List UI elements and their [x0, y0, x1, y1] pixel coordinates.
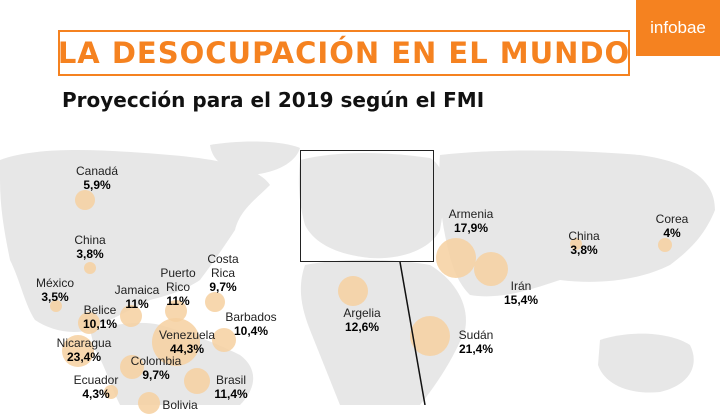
country-name: China [74, 233, 106, 247]
label-mexico: México 3,5% [36, 276, 74, 304]
north-america-landmass [0, 150, 270, 332]
country-name: Canadá [75, 164, 119, 178]
bubble-colombia [120, 355, 144, 379]
country-name: Jamaica [114, 283, 160, 297]
country-name: Nicaragua [56, 336, 112, 350]
australia-landmass [598, 333, 694, 393]
country-value: 9,7% [209, 280, 237, 294]
bubble-brasil [184, 368, 210, 394]
country-name: Sudán [458, 328, 494, 342]
country-name: Belice [83, 303, 117, 317]
label-china-na: China 3,8% [74, 233, 105, 261]
bubble-puerto-rico [165, 300, 187, 322]
bubble-canada [75, 190, 95, 210]
country-name: Colombia [130, 354, 182, 368]
label-argelia: Argelia 12,6% [343, 306, 380, 334]
label-china-asia: China 3,8% [568, 229, 599, 257]
bubble-mexico [50, 300, 62, 312]
infobae-logo: infobae [636, 0, 720, 56]
label-brasil: Brasil 11,4% [214, 373, 247, 401]
asia-landmass [439, 150, 715, 297]
country-name: Corea [655, 212, 689, 226]
label-belice: Belice 10,1% [83, 303, 117, 331]
country-name: China [568, 229, 600, 243]
country-name: Argelia [343, 306, 381, 320]
label-sudan: Sudán 21,4% [459, 328, 494, 356]
bubble-barbados [212, 328, 236, 352]
bubble-sudan [410, 316, 450, 356]
country-name: Venezuela [158, 328, 216, 342]
bubble-nicaragua [62, 335, 94, 367]
country-value: 23,4% [66, 350, 102, 364]
country-value: 11% [166, 294, 190, 308]
country-name: Puerto Rico [160, 266, 196, 294]
bubble-corea [658, 238, 672, 252]
country-value: 4% [663, 226, 681, 240]
bubble-china-na [84, 262, 96, 274]
europe-inset-box [300, 150, 434, 262]
europe-landmass [298, 153, 445, 259]
page-subtitle: Proyección para el 2019 según el FMI [62, 88, 485, 112]
inset-pointer-line [399, 261, 426, 405]
label-puerto-rico: Puerto Rico 11% [158, 266, 198, 308]
country-name: Costa Rica [207, 252, 239, 280]
label-canada: Canadá 5,9% [76, 164, 118, 192]
bubble-jamaica [120, 305, 142, 327]
country-value: 3,8% [76, 247, 104, 261]
country-name: Brasil [215, 373, 246, 387]
country-name: Armenia [448, 207, 494, 221]
label-venezuela: Venezuela 44,3% [159, 328, 215, 356]
label-iran: Irán 15,4% [504, 279, 538, 307]
label-corea: Corea 4% [656, 212, 689, 240]
country-value: 4,3% [82, 387, 110, 401]
country-value: 5,9% [83, 178, 111, 192]
country-value: 11,4% [214, 387, 248, 401]
country-name: México [35, 276, 75, 290]
country-value: 10,4% [233, 324, 269, 338]
label-barbados: Barbados 10,4% [225, 310, 276, 338]
country-name: Bolivia [162, 398, 198, 412]
country-value: 3,8% [570, 243, 598, 257]
country-name: Barbados [225, 310, 277, 324]
bubble-armenia [436, 238, 476, 278]
country-name: Ecuador [73, 373, 119, 387]
country-value: 3,5% [41, 290, 69, 304]
label-colombia: Colombia 9,7% [131, 354, 182, 382]
country-value: 10,1% [82, 317, 118, 331]
country-value: 44,3% [169, 342, 205, 356]
label-jamaica: Jamaica 11% [115, 283, 160, 311]
title-box: LA DESOCUPACIÓN EN EL MUNDO [58, 30, 630, 76]
label-nicaragua: Nicaragua 23,4% [57, 336, 112, 364]
bubble-iran [474, 252, 508, 286]
bubble-ecuador [104, 385, 118, 399]
bubble-argelia [338, 276, 368, 306]
logo-text: infobae [650, 18, 706, 37]
bubble-venezuela [152, 318, 200, 366]
country-name: Irán [510, 279, 532, 293]
bubble-costa-rica [205, 292, 225, 312]
page-title: LA DESOCUPACIÓN EN EL MUNDO [57, 36, 631, 70]
label-bolivia: Bolivia [162, 398, 197, 412]
country-value: 21,4% [458, 342, 494, 356]
bubble-belice [78, 312, 100, 334]
bubble-china-asia [570, 238, 582, 250]
country-value: 12,6% [344, 320, 380, 334]
label-costa-rica: Costa Rica 9,7% [203, 252, 243, 294]
country-value: 11% [125, 297, 149, 311]
country-value: 15,4% [503, 293, 539, 307]
label-armenia: Armenia 17,9% [449, 207, 494, 235]
label-ecuador: Ecuador 4,3% [74, 373, 119, 401]
country-value: 9,7% [142, 368, 170, 382]
greenland-landmass [210, 141, 300, 175]
country-value: 17,9% [453, 221, 489, 235]
